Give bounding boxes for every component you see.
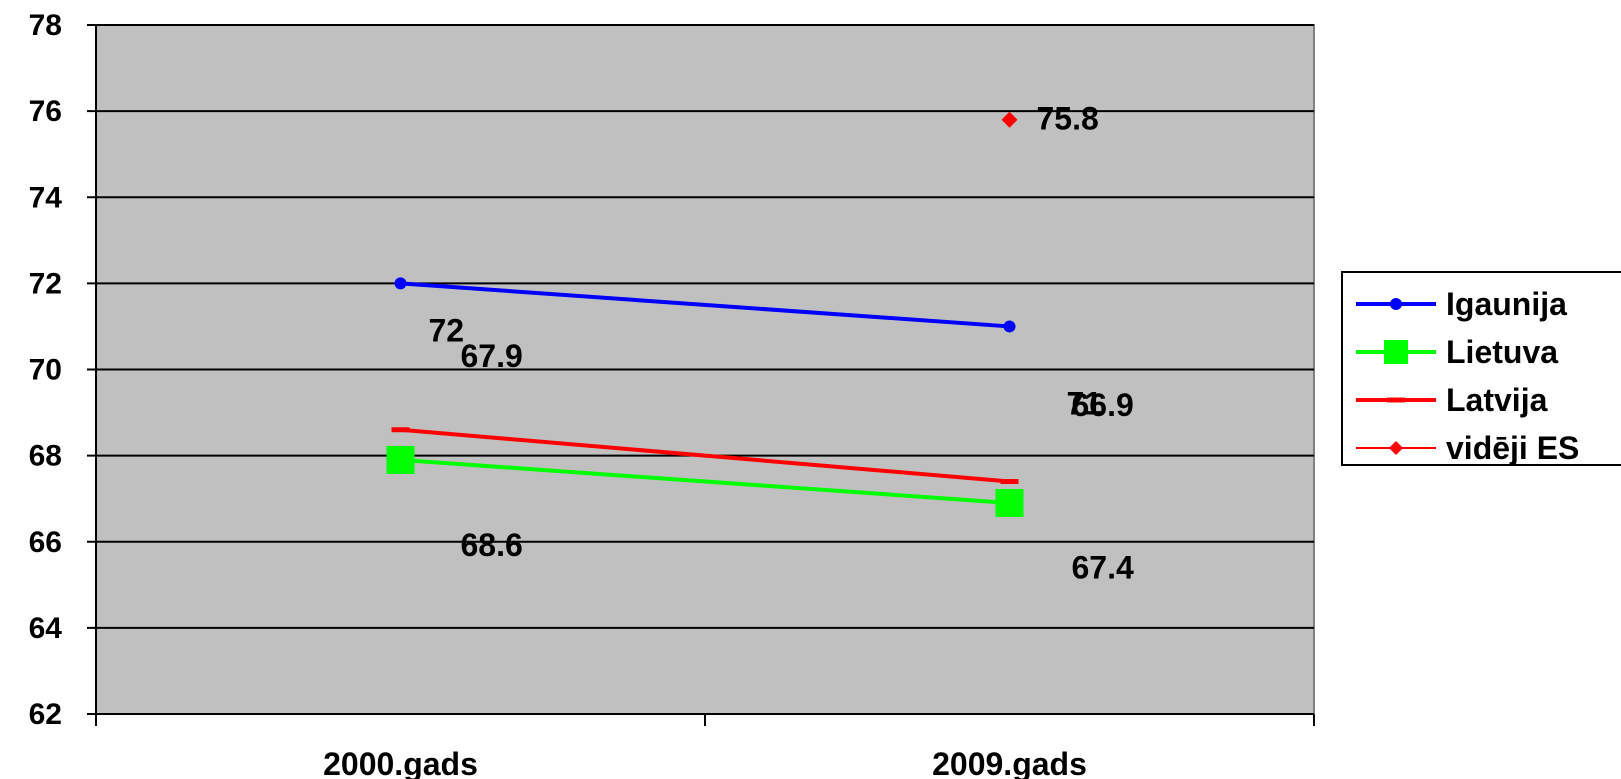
legend: Igaunija Lietuva Latvija vidēji ES <box>1341 271 1621 466</box>
x-tick-label: 2009.gads <box>932 746 1087 779</box>
data-label-1-1: 66.9 <box>1072 387 1134 423</box>
series-line-1 <box>400 457 1010 505</box>
legend-label-2: Latvija <box>1446 382 1548 418</box>
data-label-0-1: 71 <box>1067 385 1103 421</box>
data-label-0-0: 72 <box>429 312 465 348</box>
gridlines <box>96 24 1314 629</box>
y-tick-label: 78 <box>29 9 62 42</box>
series-group <box>386 111 1024 517</box>
y-tick-label: 68 <box>29 440 62 473</box>
marker-diamond <box>1389 441 1403 455</box>
series-line-0 <box>400 281 1010 329</box>
y-tick-label: 66 <box>29 526 62 559</box>
y-tick-label: 70 <box>29 354 62 387</box>
marker-square <box>1384 340 1408 364</box>
y-tick-label: 72 <box>29 267 62 300</box>
data-label-2-0: 68.6 <box>461 527 523 563</box>
data-label-1-0: 67.9 <box>461 338 523 374</box>
data-label-3-1: 75.8 <box>1037 101 1099 137</box>
y-tick-label: 76 <box>29 95 62 128</box>
marker-diamond <box>1001 111 1018 128</box>
marker-square <box>995 488 1024 517</box>
marker-square <box>386 445 415 474</box>
legend-label-1: Lietuva <box>1446 334 1558 370</box>
legend-label-0: Igaunija <box>1446 286 1567 322</box>
data-label-2-1: 67.4 <box>1072 549 1134 585</box>
marker-circle <box>394 277 407 290</box>
marker-circle <box>1390 298 1402 310</box>
y-tick-label: 62 <box>29 698 62 731</box>
series-line-2 <box>400 427 1010 484</box>
marker-circle <box>1003 320 1016 333</box>
y-tick-label: 64 <box>29 612 63 645</box>
data-labels: 72 71 67.9 66.9 68.6 67.4 75.8 <box>429 101 1134 586</box>
y-tick-label: 74 <box>29 181 63 214</box>
axes: 62 64 66 68 70 72 74 76 78 2000.gads 2009.gads <box>29 9 1315 779</box>
x-tick-label: 2000.gads <box>323 746 478 779</box>
legend-label-3: vidēji ES <box>1446 430 1579 466</box>
